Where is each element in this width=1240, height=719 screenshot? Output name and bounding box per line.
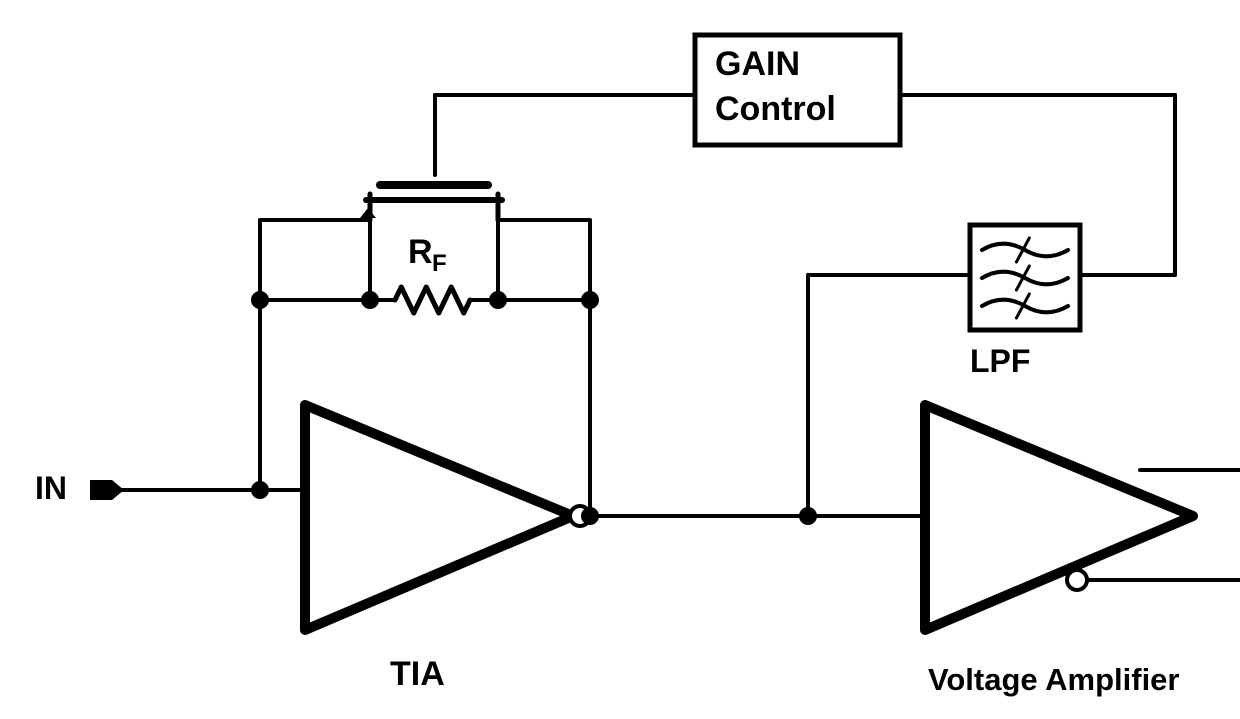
tia-amplifier-icon bbox=[305, 405, 573, 630]
node-dot bbox=[251, 291, 269, 309]
label-rf-sub: F bbox=[432, 250, 447, 277]
node-dot bbox=[581, 291, 599, 309]
wire-trans_left_hook bbox=[260, 220, 370, 300]
label-in: IN bbox=[35, 470, 67, 506]
resistor-rf-icon bbox=[395, 287, 470, 313]
node-dot bbox=[361, 291, 379, 309]
node-dot bbox=[581, 507, 599, 525]
transistor-arrow-icon bbox=[360, 208, 376, 218]
voltage-amplifier-icon bbox=[925, 405, 1193, 630]
in-terminal-icon bbox=[90, 480, 124, 500]
wire-trans_right_hook bbox=[498, 220, 590, 300]
voltamp-invert-bubble-icon bbox=[1067, 570, 1087, 590]
label-rf: R bbox=[408, 233, 433, 271]
node-dot bbox=[251, 481, 269, 499]
node-dot bbox=[799, 507, 817, 525]
label-voltage-amplifier: Voltage Amplifier bbox=[928, 662, 1179, 697]
node-dot bbox=[489, 291, 507, 309]
label-tia: TIA bbox=[390, 655, 445, 693]
label-gain: GAIN bbox=[715, 45, 800, 83]
label-lpf: LPF bbox=[970, 343, 1030, 379]
label-control: Control bbox=[715, 90, 836, 128]
circuit-diagram: IN RF GAIN Control LPF TIA Voltage Amplifier bbox=[0, 0, 1240, 719]
